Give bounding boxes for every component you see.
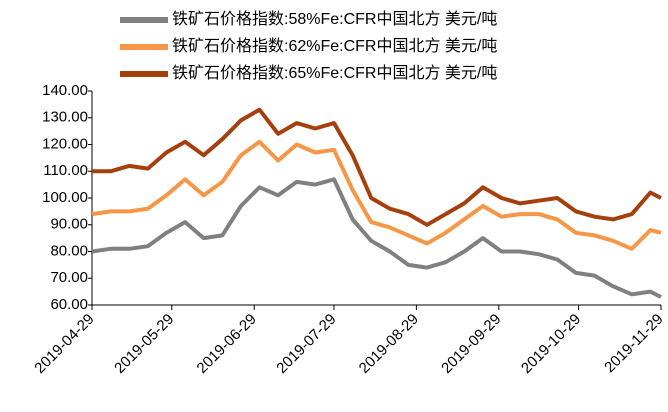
series-line	[91, 177, 662, 299]
y-tick-label: 140.00	[42, 82, 88, 99]
x-tick-label: 2019-04-29	[31, 311, 97, 377]
x-tick-label: 2019-11-29	[601, 311, 666, 376]
y-tick-label: 90.00	[50, 216, 88, 233]
y-tick-label: 130.00	[42, 109, 88, 126]
y-tick-label: 70.00	[50, 269, 88, 286]
y-tick-label: 120.00	[42, 135, 88, 152]
x-tick-label: 2019-07-29	[273, 311, 339, 377]
y-tick-label: 80.00	[50, 242, 88, 259]
x-tick-label: 2019-09-29	[438, 311, 504, 377]
legend-label: 铁矿石价格指数:65%Fe:CFR中国北方 美元/吨	[172, 64, 497, 82]
legend-label: 铁矿石价格指数:62%Fe:CFR中国北方 美元/吨	[172, 37, 497, 55]
x-tick-label: 2019-10-29	[518, 311, 584, 377]
y-tick-label: 100.00	[42, 189, 88, 206]
legend-label: 铁矿石价格指数:58%Fe:CFR中国北方 美元/吨	[172, 10, 497, 28]
x-tick-label: 2019-06-29	[194, 311, 260, 377]
y-tick-label: 110.00	[43, 162, 88, 179]
series-line	[92, 107, 662, 227]
x-tick-label: 2019-08-29	[356, 311, 422, 377]
x-tick-label: 2019-05-29	[111, 311, 177, 377]
y-tick-label: 60.00	[50, 296, 88, 313]
series-line	[91, 139, 662, 251]
